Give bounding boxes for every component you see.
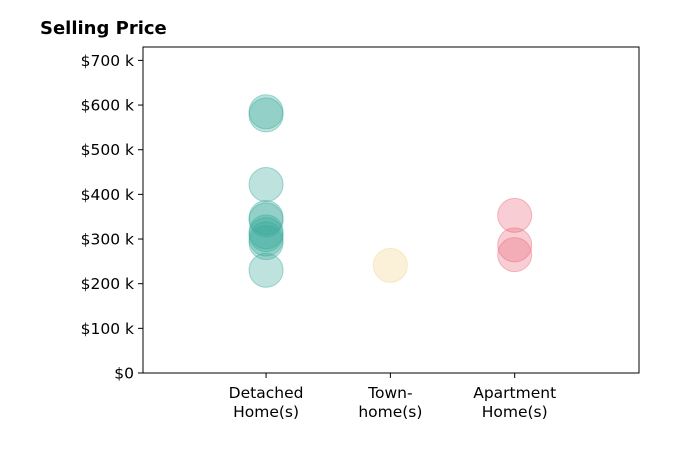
chart-title: Selling Price [40, 18, 167, 39]
y-tick-label: $500 k [81, 141, 134, 159]
x-tick-label-line: Home(s) [482, 403, 548, 421]
x-tick-label: Detached Home(s) [229, 384, 304, 421]
data-point [248, 225, 284, 261]
x-tick-label-line: Town- [367, 384, 412, 402]
x-tick-label-line: Apartment [473, 384, 556, 402]
data-point [248, 167, 284, 203]
data-point [248, 200, 284, 236]
data-point [248, 214, 284, 250]
y-tick-label: $300 k [81, 231, 134, 249]
y-tick-label: $100 k [81, 320, 134, 338]
y-tick-label: $400 k [81, 186, 134, 204]
plot-frame [142, 46, 640, 374]
x-tick-label-line: home(s) [358, 403, 422, 421]
x-tick-label-line: Detached [229, 384, 304, 402]
data-point [248, 94, 284, 130]
data-point [248, 97, 284, 133]
data-point [497, 197, 533, 233]
x-tick-label: Apartment Home(s) [473, 384, 556, 421]
data-point [497, 227, 533, 263]
data-points [248, 94, 533, 288]
data-point [497, 237, 533, 273]
y-tick-label: $700 k [81, 52, 134, 70]
x-tick-label-line: Home(s) [233, 403, 299, 421]
y-tick-label: $200 k [81, 275, 134, 293]
data-point [248, 202, 284, 238]
y-tick-label: $0 [114, 365, 134, 383]
data-point [372, 247, 408, 283]
x-axis: Detached Home(s)Town-home(s)Apartment Home… [229, 373, 556, 421]
x-tick-label: Town-home(s) [358, 384, 422, 421]
data-point [248, 252, 284, 288]
data-point [248, 217, 284, 253]
y-axis: $0 $100 k $200 k $300 k $400 k $500 k $600 k $7… [81, 52, 143, 383]
data-point [248, 221, 284, 257]
y-tick-label: $600 k [81, 97, 134, 115]
